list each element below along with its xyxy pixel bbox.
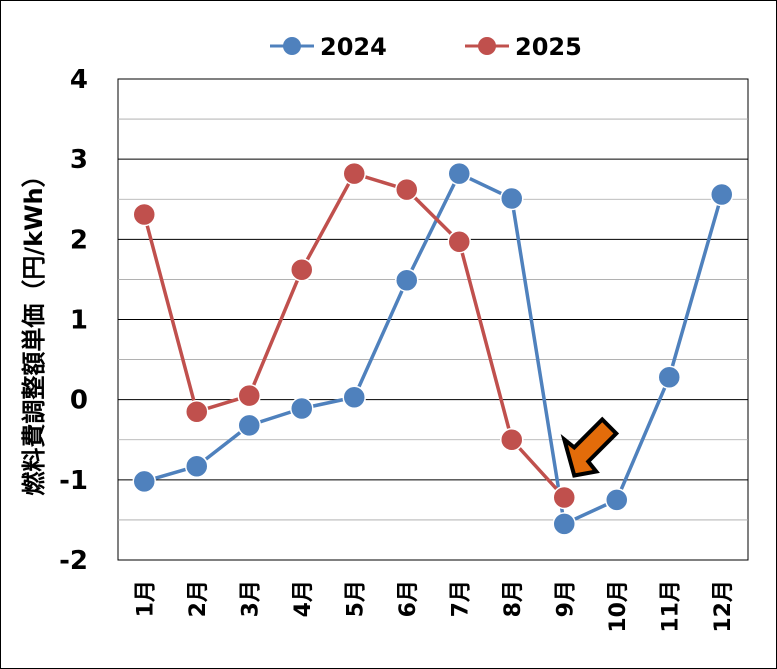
x-tick-label: 3月 <box>238 580 263 617</box>
y-tick-label: 4 <box>70 65 88 95</box>
data-point-2025-6 <box>395 177 419 202</box>
data-point-2025-8 <box>500 428 524 452</box>
x-tick-label: 10月 <box>606 580 631 633</box>
y-tick-label: 1 <box>70 306 88 336</box>
y-tick-label: -2 <box>59 546 88 576</box>
data-point-2024-3 <box>237 413 261 438</box>
x-tick-label: 12月 <box>711 580 736 633</box>
legend-entry-2024: 2024 <box>270 33 387 61</box>
data-point-2025-5 <box>342 161 366 186</box>
data-point-2025-4 <box>290 258 314 282</box>
legend-label-2025: 2025 <box>515 33 582 61</box>
data-point-2025-1 <box>132 202 156 227</box>
data-point-2025-2 <box>185 399 209 424</box>
series-2025 <box>132 161 576 510</box>
x-tick-label: 5月 <box>343 580 368 617</box>
x-axis-tick-labels: 1月 2月 3月 4月 5月 6月 7月 8月 9月 10月 11月 12月 <box>133 580 736 633</box>
y-tick-label: 3 <box>70 145 88 175</box>
x-tick-label: 1月 <box>133 580 158 617</box>
data-point-2025-9 <box>552 485 576 510</box>
series-layer <box>132 161 734 536</box>
x-tick-label: 9月 <box>553 580 578 617</box>
x-tick-label: 2月 <box>186 580 211 617</box>
legend-label-2024: 2024 <box>320 33 387 61</box>
y-tick-label: -1 <box>59 466 88 496</box>
annotation-arrow <box>560 416 620 478</box>
y-axis-tick-labels: -2 -1 0 1 2 3 4 <box>59 65 88 576</box>
data-point-2025-7 <box>447 229 471 254</box>
annotation-layer <box>560 416 620 478</box>
legend-marker-2025 <box>478 37 496 55</box>
x-tick-label: 6月 <box>396 580 421 617</box>
y-tick-label: 0 <box>70 386 88 416</box>
x-tick-label: 8月 <box>501 580 526 617</box>
data-point-2024-8 <box>500 186 524 211</box>
data-point-2024-12 <box>710 182 734 207</box>
data-point-2024-11 <box>657 365 681 389</box>
legend-entry-2025: 2025 <box>465 33 582 61</box>
data-point-2024-2 <box>185 454 209 478</box>
data-point-2024-10 <box>605 488 629 512</box>
y-tick-label: 2 <box>70 225 88 255</box>
x-tick-label: 4月 <box>291 580 316 617</box>
series-2024 <box>132 161 734 536</box>
legend-marker-2024 <box>283 37 301 55</box>
y-axis-label: 燃料費調整額単価（円/kWh） <box>20 163 48 495</box>
data-point-2024-9 <box>552 512 576 536</box>
x-tick-label: 11月 <box>658 580 683 633</box>
data-point-2024-6 <box>395 268 419 292</box>
legend: 2024 2025 <box>270 33 582 61</box>
data-point-2024-7 <box>447 161 471 186</box>
data-point-2024-4 <box>290 396 314 421</box>
data-point-2024-5 <box>342 385 366 410</box>
data-point-2024-1 <box>132 469 156 494</box>
data-point-2025-3 <box>237 383 261 408</box>
x-tick-label: 7月 <box>448 580 473 617</box>
